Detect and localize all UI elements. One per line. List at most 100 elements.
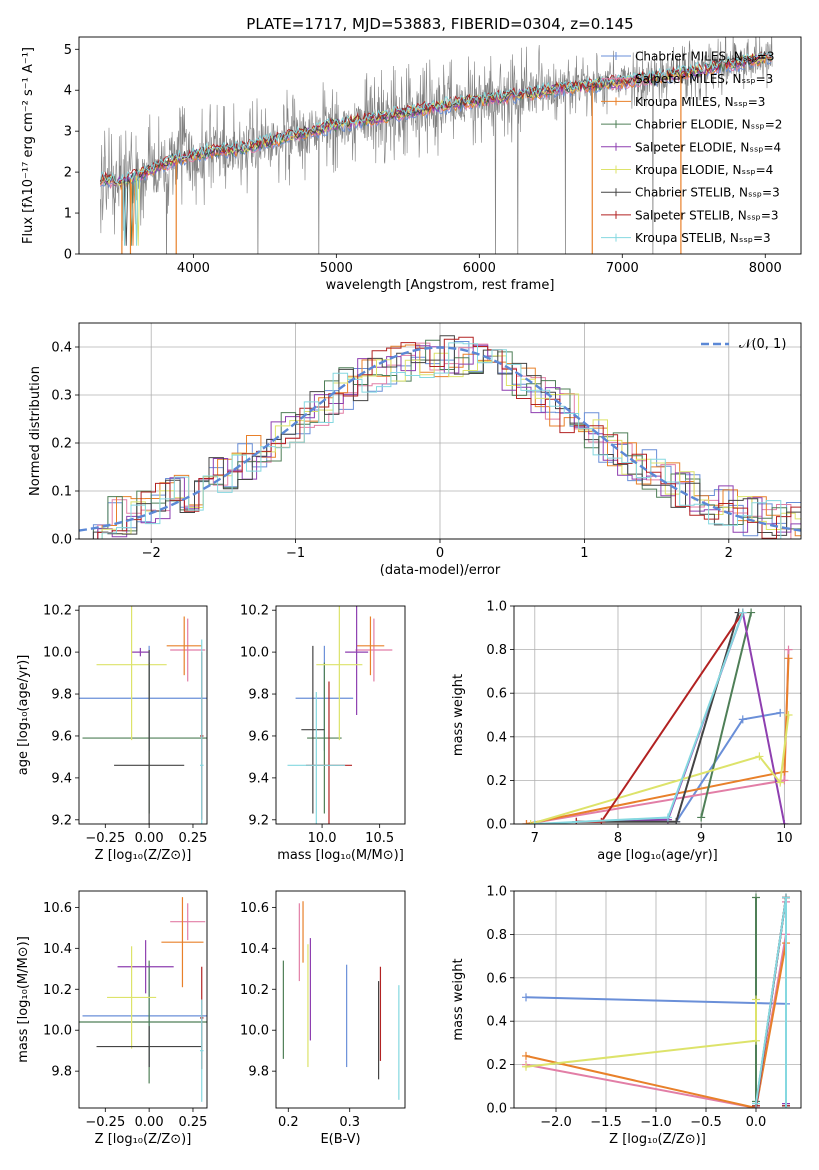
normal-distribution-curve bbox=[79, 346, 801, 532]
weight-point bbox=[784, 711, 793, 719]
x-axis-label: wavelength [Angstrom, rest frame] bbox=[326, 278, 555, 293]
x-tick-label: 0.25 bbox=[178, 831, 207, 846]
y-tick-label: 1 bbox=[64, 207, 72, 222]
y-tick-label: 10.4 bbox=[240, 942, 269, 957]
y-tick-label: 9.2 bbox=[248, 813, 269, 828]
y-axis-label: Flux [fλ10⁻¹⁷ erg cm⁻² s⁻¹ A⁻¹] bbox=[21, 47, 36, 244]
y-tick-label: 0.0 bbox=[51, 533, 72, 548]
y-tick-label: 0.2 bbox=[51, 437, 72, 452]
y-tick-label: 9.2 bbox=[51, 813, 72, 828]
y-axis-label: mass weight bbox=[451, 958, 466, 1040]
legend-label: Kroupa STELIB, Nₛₛₚ=3 bbox=[635, 231, 771, 245]
legend-label: Salpeter ELODIE, Nₛₛₚ=4 bbox=[635, 140, 781, 154]
plot-area-age-vs-mass bbox=[287, 606, 393, 824]
y-tick-label: 10.2 bbox=[240, 604, 269, 619]
plot-area-weight-vs-age bbox=[522, 608, 793, 824]
y-tick-label: 9.8 bbox=[248, 1065, 269, 1080]
y-tick-label: 9.8 bbox=[51, 1065, 72, 1080]
legend-label: Kroupa ELODIE, Nₛₛₚ=4 bbox=[635, 163, 773, 177]
plot-area-mass-vs-Z bbox=[79, 897, 207, 1102]
y-tick-label: 0.3 bbox=[51, 389, 72, 404]
weight-point bbox=[784, 645, 793, 654]
x-tick-label: 2 bbox=[725, 546, 733, 561]
y-tick-label: 10.4 bbox=[43, 942, 72, 957]
x-tick-label: 0.3 bbox=[339, 1115, 360, 1130]
x-axis-label: E(B-V) bbox=[320, 1132, 360, 1147]
weight-point bbox=[780, 776, 789, 785]
y-tick-label: 9.8 bbox=[51, 688, 72, 703]
axes-frame bbox=[513, 890, 802, 1109]
y-axis-label: Normed distribution bbox=[28, 366, 43, 496]
y-tick-label: 0.8 bbox=[486, 928, 507, 943]
y-tick-label: 0.0 bbox=[486, 1102, 507, 1117]
x-axis-label: Z [log₁₀(Z/Z⊙)] bbox=[95, 848, 192, 863]
y-tick-label: 9.6 bbox=[248, 729, 269, 744]
weight-point bbox=[755, 752, 764, 761]
weight-point bbox=[697, 813, 706, 822]
panel-spectrum: Chabrier MILES, Nₛₛₚ=3 Salpeter MILES, Nₛ… bbox=[21, 36, 802, 293]
y-tick-label: 0.0 bbox=[486, 818, 507, 833]
y-tick-label: 9.4 bbox=[51, 771, 72, 786]
x-tick-label: 0.0 bbox=[746, 1115, 767, 1130]
weight-point bbox=[780, 820, 789, 824]
x-tick-label: 0.2 bbox=[278, 1115, 299, 1130]
figure-title: PLATE=1717, MJD=53883, FIBERID=0304, z=0… bbox=[246, 15, 633, 33]
x-tick-label: 9 bbox=[697, 831, 705, 846]
weight-point bbox=[752, 893, 760, 902]
plot-area-weight-vs-Z bbox=[522, 893, 790, 1108]
y-tick-label: 3 bbox=[64, 125, 72, 140]
y-tick-label: 0.6 bbox=[486, 687, 507, 702]
panel-weight-vs-age: 7 8 9 10 0.0 0.2 0.4 0.6 0.8 1.0 age [log₁₀(age/yr… bbox=[451, 600, 802, 863]
histogram-kroupa-stelib bbox=[101, 342, 782, 539]
legend: Chabrier MILES, Nₛₛₚ=3 Salpeter MILES, Nₛ… bbox=[601, 50, 782, 245]
x-axis-label: Z [log₁₀(Z/Z⊙)] bbox=[609, 1132, 706, 1147]
y-tick-label: 9.8 bbox=[248, 688, 269, 703]
weight-point bbox=[752, 1036, 760, 1045]
x-tick-label: 1 bbox=[580, 546, 588, 561]
weight-point bbox=[784, 654, 793, 663]
x-tick-label: −2.0 bbox=[540, 1115, 572, 1130]
panel-weight-vs-Z: −2.0 −1.5 −1.0 −0.5 0.0 0.0 0.2 0.4 0.6 0.8 1.0 Z [… bbox=[451, 885, 802, 1147]
y-tick-label: 10.2 bbox=[43, 983, 72, 998]
legend-label: 𝒩(0, 1) bbox=[739, 337, 786, 352]
x-axis-label: Z [log₁₀(Z/Z⊙)] bbox=[95, 1132, 192, 1147]
y-tick-label: 0.6 bbox=[486, 971, 507, 986]
y-tick-label: 4 bbox=[64, 84, 72, 99]
x-tick-label: 0.25 bbox=[178, 1115, 207, 1130]
y-tick-label: 0.4 bbox=[51, 341, 72, 356]
y-tick-label: 0.4 bbox=[486, 1015, 507, 1030]
axes-frame bbox=[275, 890, 406, 1109]
x-tick-label: 7000 bbox=[606, 261, 639, 276]
y-tick-label: 0.2 bbox=[486, 1058, 507, 1073]
x-tick-label: −1.0 bbox=[640, 1115, 672, 1130]
plot-area-age-vs-Z bbox=[79, 606, 207, 824]
weight-point bbox=[738, 715, 747, 724]
axes-frame bbox=[78, 605, 208, 825]
panel-residuals: 𝒩(0, 1) −2 −1 0 1 2 0.0 0.1 0.2 0.3 0.4 (data-model… bbox=[28, 322, 802, 578]
weight-point bbox=[522, 993, 530, 1002]
weight-point bbox=[663, 813, 672, 822]
legend: 𝒩(0, 1) bbox=[701, 337, 786, 352]
panel-age-vs-Z: −0.25 0.00 0.25 9.2 9.4 9.6 9.8 10.0 10.2 Z [log₁… bbox=[16, 604, 208, 863]
x-tick-label: −1.5 bbox=[590, 1115, 622, 1130]
legend-label: Kroupa MILES, Nₛₛₚ=3 bbox=[635, 95, 765, 109]
legend-label: Chabrier MILES, Nₛₛₚ=3 bbox=[635, 50, 775, 64]
weight-point bbox=[522, 1051, 530, 1060]
x-tick-label: 8000 bbox=[749, 261, 782, 276]
legend-label: Salpeter MILES, Nₛₛₚ=3 bbox=[635, 72, 773, 86]
x-tick-label: 10.5 bbox=[365, 831, 394, 846]
x-axis-label: (data-model)/error bbox=[380, 563, 501, 578]
panel-mass-vs-EBV: 0.2 0.3 9.8 10.0 10.2 10.4 10.6 E(B-V) bbox=[240, 890, 406, 1147]
y-tick-label: 9.6 bbox=[51, 729, 72, 744]
plot-area-mass-vs-EBV bbox=[282, 901, 400, 1100]
y-tick-label: 10.2 bbox=[43, 604, 72, 619]
y-tick-label: 9.4 bbox=[248, 771, 269, 786]
axes-frame bbox=[78, 36, 802, 255]
y-tick-label: 1.0 bbox=[486, 885, 507, 900]
y-tick-label: 2 bbox=[64, 166, 72, 181]
x-axis-label: mass [log₁₀(M/M⊙)] bbox=[277, 848, 404, 863]
panels: Chabrier MILES, Nₛₛₚ=3 Salpeter MILES, Nₛ… bbox=[16, 36, 802, 1147]
x-tick-label: 5000 bbox=[320, 261, 353, 276]
weight-line bbox=[700, 612, 753, 818]
